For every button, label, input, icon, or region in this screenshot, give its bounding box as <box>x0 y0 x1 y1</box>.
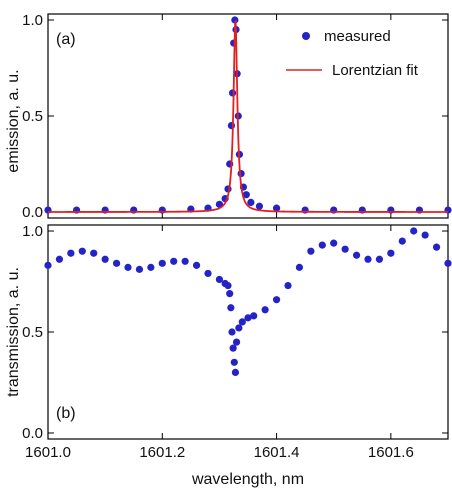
panel-a: (a) 0.0 0.5 1.0 measured Lorentzian fit <box>22 12 452 221</box>
data-point <box>215 275 224 284</box>
data-point <box>238 318 246 326</box>
data-point <box>247 198 255 206</box>
data-point <box>147 263 155 271</box>
data-point <box>307 247 315 255</box>
data-point <box>204 269 212 278</box>
data-point <box>101 255 109 263</box>
y-tick-label: 1.0 <box>22 223 43 240</box>
data-point <box>192 261 201 269</box>
wavelength-axis-title: wavelength, nm <box>191 471 304 488</box>
data-point <box>170 257 178 265</box>
data-point <box>284 281 292 290</box>
data-point <box>432 243 441 251</box>
data-point <box>229 344 237 352</box>
panel-b: (b) 1601.0 1601.2 1601.4 1601.6 0.0 0.5 1.0 <box>22 223 452 461</box>
data-point <box>90 249 98 257</box>
data-point <box>231 16 239 24</box>
data-point <box>375 255 384 263</box>
data-point <box>421 231 429 239</box>
data-point <box>78 247 86 255</box>
data-point <box>242 191 250 199</box>
data-point <box>44 261 52 269</box>
legend-measured-label: measured <box>324 28 391 45</box>
lorentzian-fit-line <box>48 20 448 213</box>
y-tick-label: 0.5 <box>22 324 43 341</box>
data-point <box>295 263 304 271</box>
y-tick-label: 0.5 <box>22 108 43 125</box>
data-point <box>410 227 418 235</box>
data-point <box>237 170 245 178</box>
data-point <box>272 296 281 304</box>
panel-a-label: (a) <box>56 31 76 48</box>
data-point <box>230 358 238 366</box>
data-point <box>227 122 236 130</box>
data-point <box>261 306 269 314</box>
data-point <box>244 314 252 322</box>
legend: measured Lorentzian fit <box>286 28 419 79</box>
series-points <box>44 227 452 376</box>
data-point <box>231 368 240 376</box>
data-point <box>255 202 264 210</box>
data-point <box>330 239 338 247</box>
data-point <box>181 257 189 265</box>
data-point <box>135 265 144 273</box>
x-tick-label: 1601.2 <box>139 444 185 461</box>
x-tick-label: 1601.0 <box>25 444 71 461</box>
data-point <box>318 241 326 249</box>
data-point <box>232 338 241 346</box>
x-tick-label: 1601.6 <box>368 444 414 461</box>
series-points <box>44 16 452 214</box>
data-point <box>387 249 395 257</box>
y-tick-label: 0.0 <box>22 204 43 221</box>
transmission-axis-title: transmission, a. u. <box>5 267 22 397</box>
data-point <box>341 245 349 253</box>
data-point <box>227 304 235 312</box>
data-point <box>158 259 166 267</box>
data-point <box>364 255 372 263</box>
data-point <box>235 324 243 332</box>
data-point <box>444 259 452 267</box>
data-point <box>228 89 237 97</box>
axes-panel-b: 1601.0 1601.2 1601.4 1601.6 0.0 0.5 1.0 <box>22 223 448 461</box>
x-tick-label: 1601.4 <box>254 444 300 461</box>
y-tick-label: 0.0 <box>22 425 43 442</box>
data-point <box>124 263 132 271</box>
data-point <box>55 255 64 263</box>
legend-fit-label: Lorentzian fit <box>332 62 419 79</box>
data-point <box>250 312 258 320</box>
data-point <box>228 328 236 336</box>
data-point <box>398 237 406 245</box>
data-point <box>226 290 234 298</box>
data-point <box>224 281 232 290</box>
data-point <box>112 259 121 267</box>
data-point <box>67 249 75 257</box>
emission-axis-title: emission, a. u. <box>5 69 22 172</box>
data-point <box>272 204 281 212</box>
data-point <box>352 251 361 259</box>
y-tick-label: 1.0 <box>22 12 43 29</box>
panel-b-label: (b) <box>56 405 76 422</box>
legend-measured-marker <box>302 32 310 40</box>
